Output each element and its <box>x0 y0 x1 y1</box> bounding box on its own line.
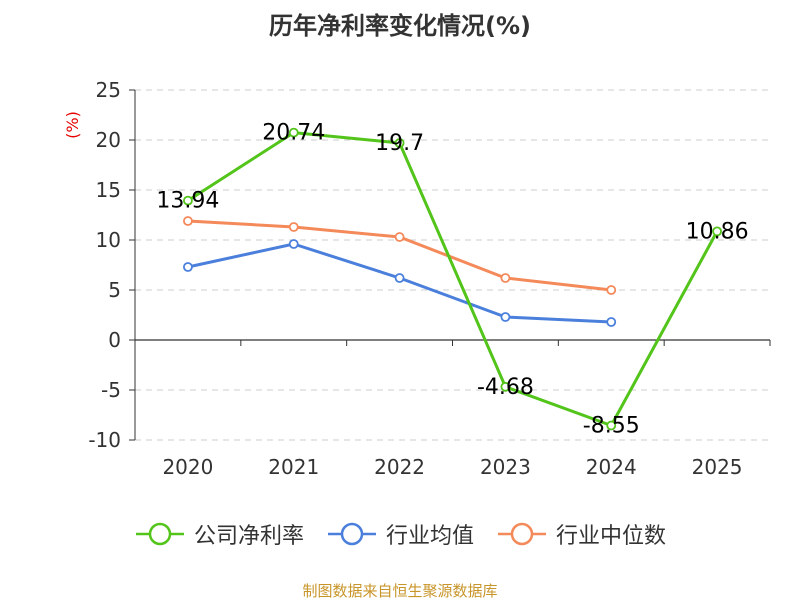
data-point <box>394 232 405 242</box>
data-label: 13.94 <box>156 189 219 214</box>
legend-marker-icon <box>135 522 184 546</box>
y-tick-label: 25 <box>96 78 121 102</box>
y-tick-label: 10 <box>96 228 121 252</box>
data-point <box>500 273 511 283</box>
data-point <box>288 222 299 232</box>
y-tick-label: 15 <box>96 178 121 202</box>
y-axis-title: (%) <box>63 111 82 139</box>
x-tick-label: 2024 <box>586 455 637 479</box>
legend-marker-icon <box>327 522 376 546</box>
data-point <box>183 262 193 272</box>
legend-marker-icon <box>498 522 546 546</box>
data-point <box>288 239 299 249</box>
x-tick-label: 2020 <box>162 455 213 479</box>
legend: 公司净利率 行业均值 行业中位数 <box>0 518 800 550</box>
data-point <box>500 312 511 322</box>
legend-item[interactable]: 行业均值 <box>326 518 474 550</box>
source-note: 制图数据来自恒生聚源数据库 <box>302 582 498 600</box>
legend-label: 行业均值 <box>385 524 474 549</box>
data-point <box>500 381 511 392</box>
data-point <box>394 273 405 283</box>
x-tick-label: 2022 <box>374 455 425 479</box>
legend-label: 公司净利率 <box>193 524 304 549</box>
chart-title: 历年净利率变化情况(%) <box>269 12 531 40</box>
data-point <box>606 317 617 327</box>
y-tick-label: -5 <box>101 378 121 402</box>
data-label: 10.86 <box>686 219 749 244</box>
data-label: 20.74 <box>262 121 325 146</box>
x-tick-label: 2025 <box>692 455 743 479</box>
legend-item[interactable]: 行业中位数 <box>496 518 666 550</box>
data-label: -4.68 <box>477 375 534 400</box>
data-point <box>183 216 193 226</box>
y-tick-label: 20 <box>96 128 121 152</box>
data-point <box>606 420 617 431</box>
x-tick-label: 2021 <box>268 455 319 479</box>
data-point <box>606 285 617 295</box>
data-label: 19.7 <box>375 131 424 156</box>
data-point <box>183 195 193 206</box>
data-point <box>712 226 722 237</box>
y-tick-label: 0 <box>108 328 121 352</box>
data-point <box>288 127 299 138</box>
y-tick-label: 5 <box>108 278 121 302</box>
legend-label: 行业中位数 <box>556 524 667 549</box>
legend-item[interactable]: 公司净利率 <box>134 518 304 550</box>
x-tick-label: 2023 <box>480 455 531 479</box>
series-line-1 <box>187 131 719 427</box>
data-label: -8.55 <box>583 414 640 439</box>
y-tick-label: -10 <box>88 428 121 452</box>
data-point <box>394 138 405 148</box>
